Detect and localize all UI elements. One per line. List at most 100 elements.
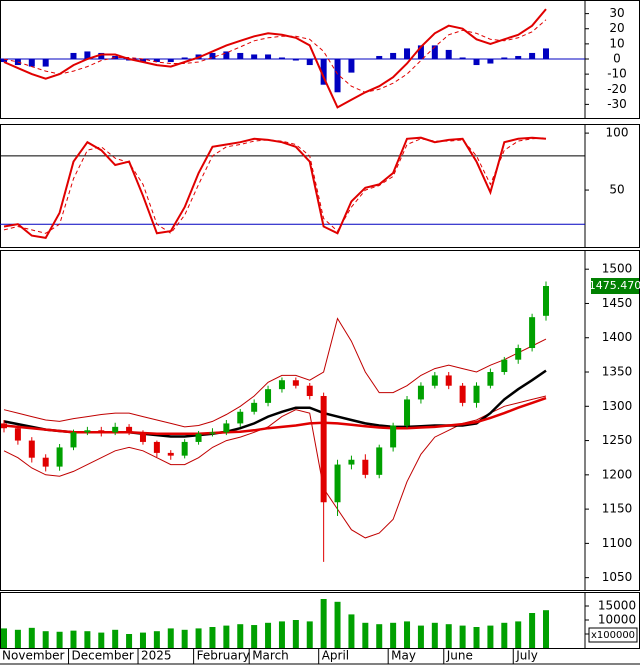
histogram-bar [320, 59, 327, 85]
last-price-box [591, 278, 639, 295]
x-tick-label: June [446, 649, 473, 663]
volume-bar [390, 622, 397, 648]
candle-body [306, 385, 313, 397]
candle-body [265, 389, 272, 403]
volume-bar [487, 625, 494, 648]
y-tick-label: 1150 [602, 502, 633, 516]
candle-body [459, 385, 466, 403]
y-tick-label: 0 [613, 52, 621, 66]
histogram-bar [487, 59, 494, 64]
histogram-bar [473, 59, 480, 66]
candle-body [153, 441, 160, 453]
candle-body [473, 385, 480, 403]
candle-body [404, 399, 411, 426]
y-tick-label: -10 [607, 67, 627, 81]
histogram-bar [292, 59, 299, 61]
histogram-bar [501, 57, 508, 59]
x-tick-label: 2025 [141, 649, 172, 663]
candle-body [251, 402, 258, 412]
volume-bar [501, 622, 508, 648]
volume-bar [515, 621, 522, 648]
signal-line [3, 19, 547, 93]
candle-body [1, 423, 7, 429]
candle-body [56, 447, 63, 467]
candle-body [14, 428, 21, 441]
x-tick-label: July [515, 649, 538, 663]
volume-bar [56, 631, 63, 648]
overlay-line [3, 317, 547, 428]
volume-bar [334, 601, 341, 648]
candle-body [390, 425, 397, 448]
histogram-bar [1, 59, 7, 63]
y-tick-label: 10 [609, 36, 624, 50]
histogram-bar [84, 51, 91, 59]
histogram-bar [181, 57, 188, 59]
histogram-bar [265, 54, 272, 59]
histogram-bar [237, 52, 244, 59]
y-tick-label: 20 [609, 21, 624, 35]
histogram-bar [28, 59, 35, 67]
y-tick-label: 1050 [602, 570, 633, 584]
candle-body [167, 452, 174, 456]
volume-bar [237, 624, 244, 648]
candle-body [84, 430, 91, 433]
volume-bar [445, 624, 452, 648]
histogram-bar [278, 57, 285, 59]
volume-bar [376, 624, 383, 648]
histogram-bar [404, 48, 411, 59]
volume-bar [529, 613, 536, 648]
candle-body [42, 457, 49, 467]
histogram-bar [459, 57, 466, 59]
candle-body [139, 432, 146, 442]
histogram-bar [348, 59, 355, 73]
volume-bar [265, 622, 272, 648]
volume-bar [292, 620, 299, 648]
histogram-bar [390, 52, 397, 59]
x-tick-label: March [252, 649, 289, 663]
histogram-bar [42, 59, 49, 67]
candle-body [529, 317, 536, 349]
y-tick-label: -30 [607, 97, 627, 111]
volume-bar [459, 625, 466, 648]
candle-body [320, 396, 327, 503]
candle-body [376, 447, 383, 475]
volume-bar [473, 627, 480, 648]
histogram-bar [167, 59, 174, 63]
y-tick-label: 15000 [598, 599, 636, 613]
x-tick-label: May [391, 649, 416, 663]
volume-bar [139, 632, 146, 648]
volume-bar [98, 632, 105, 648]
volume-bar [126, 634, 133, 648]
candle-body [223, 423, 230, 433]
last-price-label: 1475.470 [589, 279, 640, 292]
candle-body [348, 459, 355, 465]
x-tick-label: April [322, 649, 349, 663]
y-tick-label: 1300 [602, 399, 633, 413]
histogram-bar [70, 52, 77, 59]
histogram-bar [431, 45, 438, 59]
candle-body [209, 432, 216, 434]
histogram-bar [153, 59, 160, 63]
histogram-bar [139, 59, 146, 63]
histogram-bar [306, 59, 313, 66]
volume-bar [195, 628, 202, 648]
histogram-bar [98, 52, 105, 59]
volume-bar [153, 631, 160, 648]
volume-bar [167, 628, 174, 648]
histogram-bar [445, 49, 452, 59]
volume-bar [251, 625, 258, 648]
stoch-d-line [3, 137, 547, 234]
candle-body [278, 380, 285, 390]
volume-bar [112, 629, 119, 648]
candle-body [28, 440, 35, 458]
volume-bar [417, 625, 424, 648]
candle-body [362, 459, 369, 475]
candle-body [126, 426, 133, 433]
volume-bar [362, 622, 369, 648]
histogram-bar [334, 59, 341, 93]
candle-body [98, 430, 105, 433]
candle-body [445, 375, 452, 386]
overlay-line [3, 395, 547, 539]
macd-line [3, 8, 547, 109]
unit-label: x100000 [591, 630, 635, 641]
